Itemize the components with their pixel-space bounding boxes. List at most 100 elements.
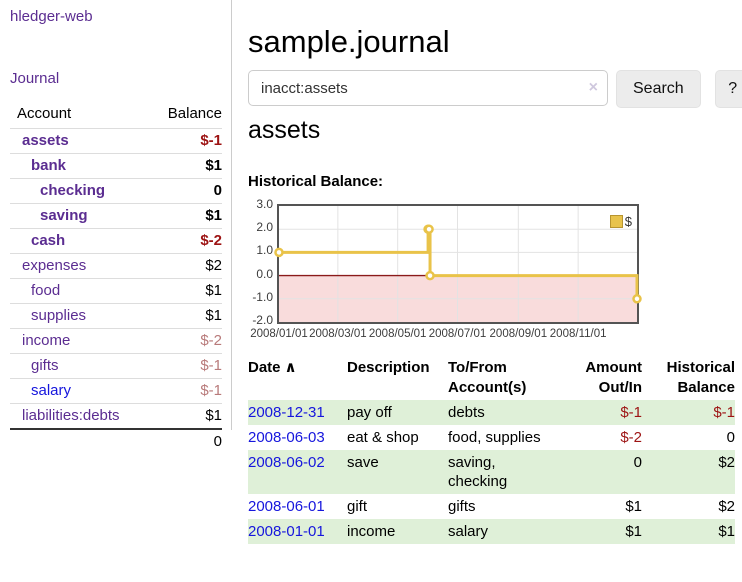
transaction-date-cell: 2008-06-02: [248, 450, 347, 494]
accounts-table: Account Balance assets $-1 bank $1 checking 0…: [10, 101, 222, 453]
account-balance: $1: [205, 282, 222, 299]
register-table: Date ∧ Description To/From Account(s) Amount…: [248, 356, 735, 544]
account-row: bank $1: [10, 154, 222, 179]
sidebar: hledger-web Journal Account Balance asse…: [0, 0, 232, 450]
balance-column-header: Balance: [167, 105, 222, 122]
legend-swatch-icon: [609, 215, 623, 228]
transaction-accounts: salary: [448, 523, 489, 540]
account-row: liabilities:debts $1: [10, 404, 222, 428]
transaction-balance: 0: [726, 429, 735, 446]
data-point-marker: [274, 247, 284, 258]
register-column-header: Amount Out/In: [585, 359, 642, 396]
transaction-date-cell: 2008-06-01: [248, 494, 347, 519]
transaction-row: 2008-06-01 gift gifts $1 $2: [248, 494, 735, 519]
help-button[interactable]: ?: [714, 70, 742, 108]
transaction-accounts: debts: [448, 404, 485, 421]
x-axis-tick-label: 2008/11/01: [549, 328, 607, 340]
y-axis-tick-label: -1.0: [252, 289, 273, 304]
transaction-description: income: [347, 523, 396, 540]
accounts-total: 0: [10, 428, 222, 453]
search-input[interactable]: [248, 70, 608, 106]
account-balance: $1: [205, 207, 222, 224]
transaction-description: save: [347, 454, 379, 471]
transaction-accounts: saving, checking: [448, 454, 508, 490]
account-link-assets[interactable]: assets: [22, 132, 69, 149]
account-balance: $-2: [200, 332, 222, 349]
app-title-link[interactable]: hledger-web: [10, 8, 93, 25]
chart-canvas: [274, 206, 642, 322]
account-row: checking 0: [10, 179, 222, 204]
register-header-row: Date ∧ Description To/From Account(s) Amount…: [248, 356, 735, 400]
chart-legend: $: [609, 214, 632, 229]
account-row: salary $-1: [10, 379, 222, 404]
nav-journal-link[interactable]: Journal: [10, 70, 60, 87]
transaction-accounts: gifts: [448, 498, 476, 515]
register-column-header: Description: [347, 359, 430, 376]
transaction-amount: $-1: [620, 404, 642, 421]
account-link-liabilities-debts[interactable]: liabilities:debts: [22, 407, 120, 424]
register-column-header: Historical Balance: [666, 359, 735, 396]
transaction-balance: $2: [718, 498, 735, 515]
page-title: sample.journal: [248, 23, 450, 59]
chart-title: Historical Balance:: [248, 173, 384, 190]
transaction-date-link[interactable]: 2008-06-01: [248, 498, 325, 515]
data-point-marker: [632, 294, 642, 304]
transaction-date-cell: 2008-06-03: [248, 425, 347, 450]
account-balance: $1: [205, 157, 222, 174]
account-row: cash $-2: [10, 229, 222, 254]
account-balance: 0: [213, 182, 222, 199]
transaction-description: eat & shop: [347, 429, 419, 446]
transaction-amount: $-2: [620, 429, 642, 446]
account-balance: $2: [205, 257, 222, 274]
transaction-date-link[interactable]: 2008-12-31: [248, 404, 325, 421]
account-balance: $-1: [200, 132, 222, 149]
transaction-accounts: food, supplies: [448, 429, 541, 446]
y-axis-tick-label: 2.0: [256, 220, 273, 235]
x-axis-tick-label: 2008/07/01: [428, 328, 487, 340]
register-column-header[interactable]: Date ∧: [248, 359, 297, 376]
transaction-balance: $-1: [713, 404, 735, 421]
transaction-date-cell: 2008-01-01: [248, 519, 347, 544]
transaction-description: pay off: [347, 404, 392, 421]
transaction-amount: $1: [625, 523, 642, 540]
account-link-saving[interactable]: saving: [40, 207, 88, 224]
x-axis-tick-label: 2008/09/01: [489, 328, 548, 340]
legend-label: $: [624, 214, 632, 229]
data-point-marker: [424, 224, 434, 234]
transaction-amount: $1: [625, 498, 642, 515]
account-link-income[interactable]: income: [22, 332, 71, 349]
sort-ascending-icon: ∧: [284, 359, 297, 376]
account-link-expenses[interactable]: expenses: [22, 257, 87, 274]
search-button[interactable]: Search: [616, 70, 701, 108]
account-row: income $-2: [10, 329, 222, 354]
account-link-food[interactable]: food: [31, 282, 61, 299]
account-balance: $1: [205, 307, 222, 324]
account-link-supplies[interactable]: supplies: [31, 307, 87, 324]
account-link-bank[interactable]: bank: [31, 157, 67, 174]
account-link-gifts[interactable]: gifts: [31, 357, 59, 374]
account-link-checking[interactable]: checking: [40, 182, 106, 199]
account-balance: $-1: [200, 382, 222, 399]
clear-search-icon[interactable]: ×: [588, 79, 598, 96]
historical-balance-chart: $ 3.0 2.0 1.0 0.0 -1.0 -2.0 2008/01/01 2008/03/…: [248, 197, 642, 344]
account-row: saving $1: [10, 204, 222, 229]
account-row: assets $-1: [10, 129, 222, 154]
transaction-date-link[interactable]: 2008-06-03: [248, 429, 325, 446]
transaction-row: 2008-06-03 eat & shop food, supplies $-2 0: [248, 425, 735, 450]
account-link-salary[interactable]: salary: [31, 382, 72, 399]
accounts-rows: assets $-1 bank $1 checking 0 saving $1 cash $-2 e…: [10, 129, 222, 428]
account-link-cash[interactable]: cash: [31, 232, 66, 249]
register-section: Date ∧ Description To/From Account(s) Amount…: [248, 356, 735, 544]
x-axis-tick-label: 2008/03/01: [309, 328, 367, 340]
transaction-row: 2008-01-01 income salary $1 $1: [248, 519, 735, 544]
transaction-row: 2008-06-02 save saving, checking 0 $2: [248, 450, 735, 494]
transaction-date-link[interactable]: 2008-06-02: [248, 454, 325, 471]
account-row: expenses $2: [10, 254, 222, 279]
account-row: food $1: [10, 279, 222, 304]
transaction-balance: $2: [718, 454, 735, 471]
accounts-table-header: Account Balance: [10, 101, 222, 129]
y-axis-tick-label: 0.0: [256, 266, 273, 281]
transaction-date-link[interactable]: 2008-01-01: [248, 523, 325, 540]
y-axis-tick-label: 1.0: [256, 243, 273, 258]
x-axis-tick-label: 2008/05/01: [368, 328, 427, 340]
